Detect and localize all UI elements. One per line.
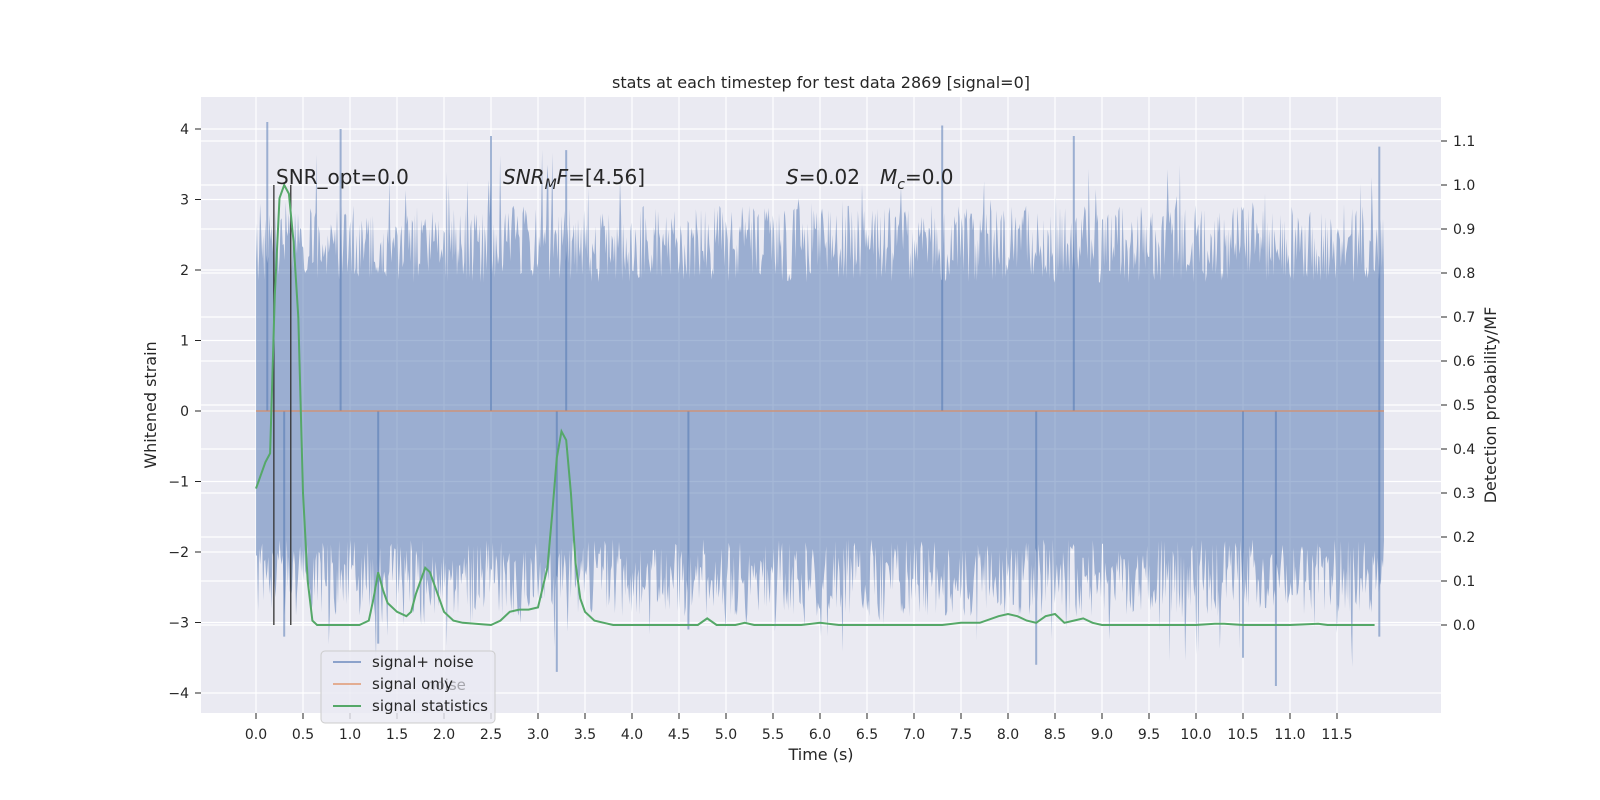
right-axis-title: Detection probability/MF: [1481, 307, 1500, 504]
legend-box: [320, 650, 496, 724]
x-tick-label: 10.0: [1180, 727, 1211, 743]
annotation-part: SNR: [503, 165, 545, 189]
x-tick-label: 11.0: [1274, 727, 1305, 743]
legend-items: signal+ noise signal only signal statistic…: [333, 653, 488, 715]
annotation-part: M: [545, 177, 557, 193]
x-tick-label: 1.5: [386, 727, 408, 743]
annotation-part: =0.0: [905, 165, 954, 189]
legend-label: signal statistics: [372, 697, 488, 715]
x-tick-label: 4.5: [668, 727, 690, 743]
legend-ghost-label: noise: [426, 676, 466, 694]
right-tick-label: 0.2: [1453, 530, 1475, 546]
y-tick-label: 3: [180, 193, 189, 209]
right-axis-ticks: 0.0 0.1 0.2 0.3 0.4 0.5 0.6 0.7 0.8 0.9 1.0 1.1: [1441, 134, 1475, 634]
right-tick-label: 0.6: [1453, 354, 1475, 370]
y-tick-label: 4: [180, 122, 189, 138]
right-tick-label: 0.9: [1453, 222, 1475, 238]
right-tick-label: 1.0: [1453, 178, 1475, 194]
right-tick-label: 0.0: [1453, 618, 1475, 634]
y-axis-ticks: −4 −3 −2 −1 0 1 2 3 4: [168, 122, 201, 702]
chart-title: stats at each timestep for test data 286…: [612, 73, 1030, 92]
x-tick-label: 3.5: [574, 727, 596, 743]
annotation-part: F: [557, 165, 569, 189]
annotation-part: M: [880, 165, 897, 189]
annotation-part: c: [897, 177, 905, 193]
y-tick-label: −2: [168, 545, 189, 561]
annotation-part: SNR_opt=0.0: [276, 165, 409, 189]
x-tick-label: 9.5: [1138, 727, 1160, 743]
x-tick-label: 6.0: [809, 727, 831, 743]
y-tick-label: 1: [180, 334, 189, 350]
x-tick-label: 1.0: [339, 727, 361, 743]
x-tick-label: 8.0: [997, 727, 1019, 743]
annotation-part: =0.02: [799, 165, 860, 189]
legend: noise signal+ noise signal only signal sta…: [320, 650, 496, 724]
annotation: S=0.02: [786, 165, 860, 189]
annotation: Mc=0.0: [880, 165, 954, 193]
y-tick-label: −1: [168, 475, 189, 491]
annotation: SNR_opt=0.0: [276, 165, 409, 189]
signal-plus-noise-spikes: [266, 121, 1381, 686]
x-axis-ticks: 0.0 0.5 1.0 1.5 2.0 2.5 3.0 3.5 4.0 4.5 5.0 5.5 6.0 6…: [245, 713, 1353, 743]
legend-label: signal+ noise: [372, 653, 474, 671]
y-axis-title: Whitened strain: [141, 341, 160, 468]
signal-statistics-series: [255, 182, 1375, 627]
legend-label: signal only: [372, 675, 453, 693]
x-tick-label: 6.5: [856, 727, 878, 743]
x-tick-label: 8.5: [1044, 727, 1066, 743]
x-tick-label: 2.5: [480, 727, 502, 743]
x-tick-label: 0.5: [292, 727, 314, 743]
x-tick-label: 5.5: [762, 727, 784, 743]
y-tick-label: 0: [180, 404, 189, 420]
signal-plus-noise-series: [256, 149, 1384, 667]
x-tick-label: 9.0: [1091, 727, 1113, 743]
annotation: SNRMF=[4.56]: [503, 165, 645, 193]
right-tick-label: 0.4: [1453, 442, 1475, 458]
x-tick-label: 10.5: [1227, 727, 1258, 743]
x-tick-label: 4.0: [621, 727, 643, 743]
right-tick-label: 0.5: [1453, 398, 1475, 414]
x-tick-label: 3.0: [527, 727, 549, 743]
x-tick-label: 5.0: [715, 727, 737, 743]
annotation-part: =[4.56]: [568, 165, 645, 189]
right-tick-label: 0.3: [1453, 486, 1475, 502]
right-tick-label: 0.1: [1453, 574, 1475, 590]
marker-lines: [273, 185, 292, 625]
x-tick-label: 7.5: [950, 727, 972, 743]
y-tick-label: −3: [168, 616, 189, 632]
y-tick-label: −4: [168, 686, 189, 702]
annotations: SNR_opt=0.0 SNRMF=[4.56] S=0.02 Mc=0.0: [276, 165, 954, 193]
x-tick-label: 0.0: [245, 727, 267, 743]
annotation-part: S: [786, 165, 799, 189]
x-tick-label: 2.0: [433, 727, 455, 743]
x-axis-title: Time (s): [787, 745, 853, 764]
x-tick-label: 11.5: [1321, 727, 1352, 743]
y-tick-label: 2: [180, 263, 189, 279]
x-tick-label: 7.0: [903, 727, 925, 743]
right-tick-label: 1.1: [1453, 134, 1475, 150]
right-tick-label: 0.7: [1453, 310, 1475, 326]
right-tick-label: 0.8: [1453, 266, 1475, 282]
